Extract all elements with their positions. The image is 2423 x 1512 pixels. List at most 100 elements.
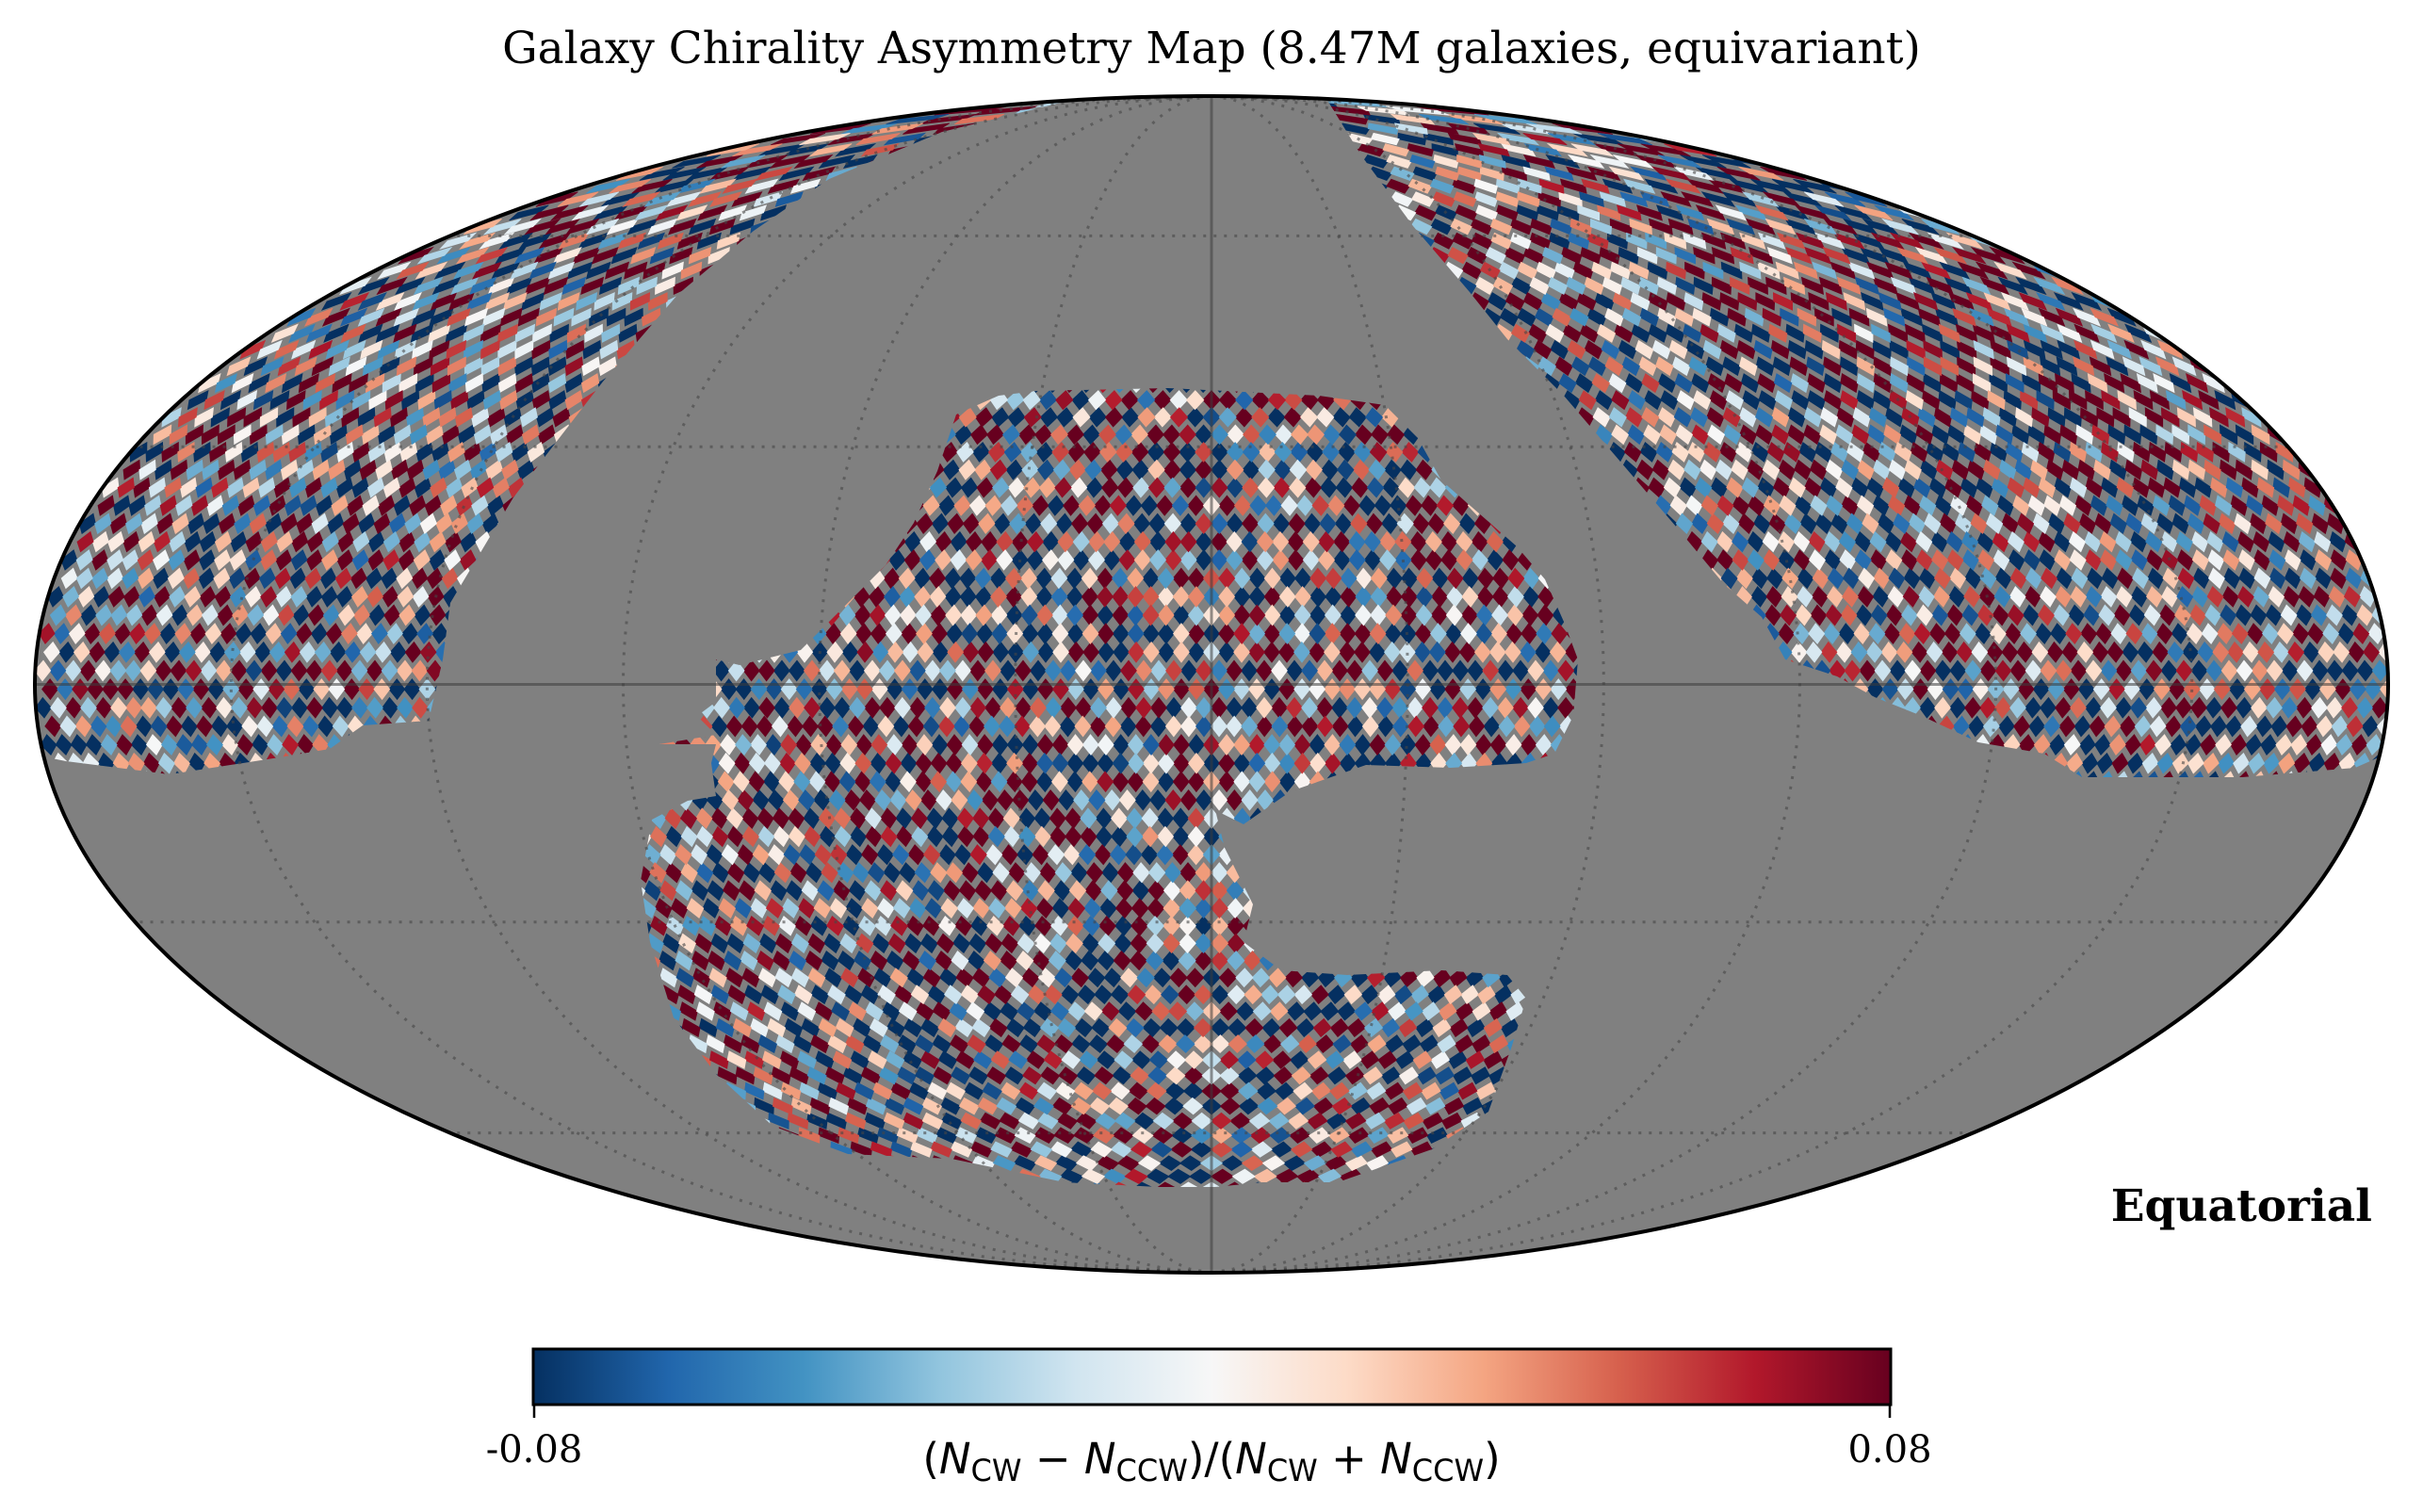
pixel-group (675, 204, 2293, 756)
pixel-group (1187, 586, 1205, 608)
pixel-group (1904, 459, 1922, 480)
pixel-group (363, 752, 978, 1187)
pixel-group (998, 477, 1846, 1187)
pixel-group (679, 232, 1826, 829)
pixel-group (580, 373, 2363, 919)
pixel-group (722, 752, 1921, 1187)
pixel-group (64, 261, 1345, 954)
pixel-group (1443, 984, 1463, 1005)
pixel-group (186, 204, 1768, 1187)
pixel-group (125, 191, 2262, 1187)
cbar-label-n-ccw-2: N (1380, 1434, 1412, 1484)
pixel-group (1193, 178, 1701, 1038)
pixel-group (177, 407, 1660, 553)
pixel-group (476, 477, 495, 498)
pixel-group (2228, 441, 2246, 463)
pixel-group (229, 549, 247, 571)
colorbar: -0.08 0.08 (NCW − NCCW)/(NCW + NCCW) (486, 1347, 1932, 1488)
pixel-group (313, 424, 1200, 1187)
map-outline (33, 94, 2390, 1275)
pixel-group (185, 477, 1166, 682)
pixel-group (853, 495, 2108, 1187)
pixel-group (2176, 407, 2196, 428)
pixel-group (1446, 512, 2220, 590)
pixel-group (790, 232, 2383, 1187)
pixel-group (1459, 307, 2034, 756)
pixel-group (1023, 407, 1843, 626)
pixel-group (2251, 459, 2350, 663)
pixel-group (622, 191, 1504, 590)
pixel-group (286, 715, 304, 738)
pixel-group (1363, 530, 1381, 553)
pixel-group (724, 950, 742, 971)
pixel-group (763, 106, 1876, 919)
pixel-group (1976, 604, 1994, 626)
pixel-group (288, 339, 467, 682)
pixel-group (1608, 407, 1701, 480)
pixel-group (1022, 204, 1600, 411)
pixel-group (1890, 373, 1909, 394)
cbar-label-plus: + (1318, 1434, 1380, 1484)
pixel-group (930, 477, 1041, 884)
pixel-group (106, 549, 1068, 1005)
pixel-group (1098, 323, 1822, 463)
cbar-label-mid: )/( (1188, 1434, 1235, 1484)
pixel-group (1254, 424, 2110, 1069)
pixel-group (407, 623, 1292, 1145)
pixel-group (893, 276, 2135, 682)
graticule (35, 96, 2388, 1273)
pixel-group (290, 407, 343, 608)
pixel-group (732, 143, 2057, 682)
pixel-group (904, 1097, 980, 1187)
colorbar-tick-label-min: -0.08 (486, 1428, 583, 1471)
pixel-group (910, 1141, 933, 1158)
pixel-group (2186, 372, 2209, 394)
pixel-group (1417, 567, 2363, 1187)
pixel-group (1369, 623, 1387, 645)
pixel-group (2055, 659, 2073, 682)
pixel-group (1271, 659, 1288, 682)
pixel-group (234, 292, 2185, 1187)
pixel-group (929, 477, 948, 498)
pixel-group (1547, 276, 1569, 295)
pixel-group (200, 641, 317, 682)
pixel-group (1147, 862, 1166, 884)
pixel-group (585, 276, 1149, 1054)
pixel-group (1722, 407, 1741, 428)
pixel-group (359, 459, 472, 663)
pixel-group (1306, 1112, 1328, 1130)
pixel-group (601, 247, 1677, 343)
pixel-group (657, 232, 1180, 954)
pixel-group (213, 567, 231, 590)
cbar-label-sub-ccw-1: CCW (1116, 1453, 1188, 1488)
pixel-group (951, 641, 1567, 811)
pixel-group (927, 880, 945, 902)
pixel-group (419, 641, 437, 663)
pixel-group (1251, 407, 1270, 428)
meridian-line (229, 96, 1212, 1273)
pixel-group (1038, 477, 2220, 988)
pixel-group (350, 659, 1017, 1115)
pixel-group (366, 191, 1914, 701)
pixel-group (479, 441, 2032, 1187)
pixel-group (1029, 113, 1723, 1115)
pixel-group (1195, 880, 1212, 902)
pixel-group (260, 204, 1785, 608)
pixel-group (684, 154, 2249, 1158)
pixel-group (1390, 166, 1992, 296)
pixel-group (475, 246, 509, 265)
pixel-group (177, 641, 2291, 1021)
pixel-group (1233, 623, 1931, 645)
pixel-group (1054, 477, 1137, 682)
pixel-group (450, 276, 1089, 1187)
pixel-group (1126, 825, 1144, 848)
pixel-group (1739, 261, 1883, 663)
coordinate-system-label: Equatorial (2111, 1180, 2372, 1232)
mollweide-map (33, 94, 2390, 1275)
pixel-group (814, 844, 832, 866)
pixel-group (884, 106, 1551, 626)
cbar-label-n-cw-1: N (939, 1434, 971, 1484)
pixel-group (798, 789, 816, 811)
pixel-group (1044, 984, 1063, 1005)
